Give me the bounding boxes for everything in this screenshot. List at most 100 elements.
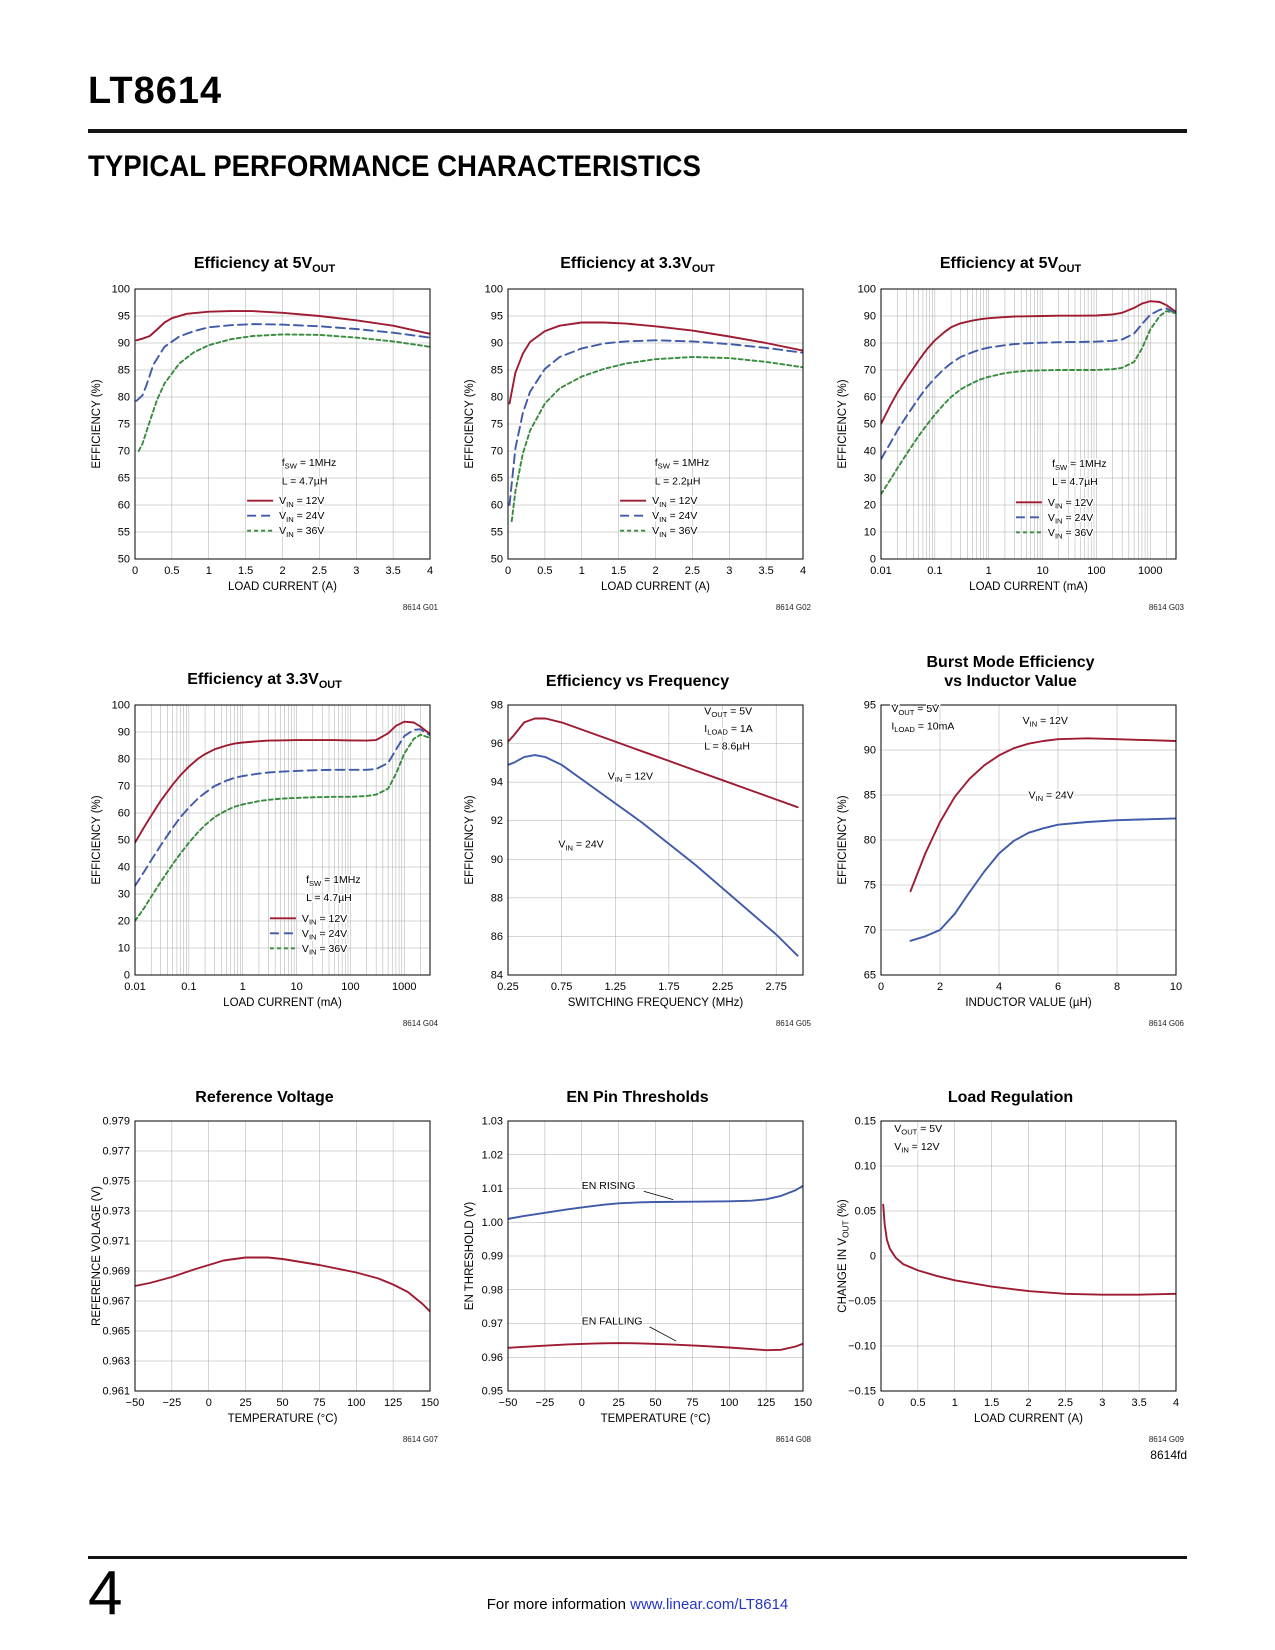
- svg-text:0.5: 0.5: [537, 565, 552, 577]
- svg-text:L = 8.6µH: L = 8.6µH: [704, 740, 750, 752]
- y-axis-label: REFERENCE VOLAGE (V): [91, 1186, 103, 1326]
- svg-text:3: 3: [726, 565, 732, 577]
- x-axis-label: LOAD CURRENT (A): [974, 1413, 1083, 1425]
- chart-title-G07: Reference Voltage: [195, 1089, 334, 1107]
- svg-text:VIN = 36V: VIN = 36V: [652, 525, 697, 539]
- charts-grid: Efficiency at 5VOUT 0 0.5 1 1.5 2 2.5 3 3.5 4 50 55…: [85, 230, 1190, 1452]
- svg-text:0: 0: [206, 1397, 212, 1409]
- svg-text:80: 80: [864, 338, 876, 350]
- svg-text:ILOAD = 1A: ILOAD = 1A: [704, 723, 752, 737]
- svg-text:98: 98: [491, 700, 503, 712]
- svg-text:EN FALLING: EN FALLING: [582, 1316, 643, 1328]
- svg-text:0.10: 0.10: [855, 1161, 876, 1173]
- chart-plot-G02: 0 0.5 1 1.5 2 2.5 3 3.5 4 50 55 60 65 70 75 80 85 90 95 100…: [464, 284, 812, 613]
- svg-text:0.977: 0.977: [102, 1146, 130, 1158]
- svg-text:0: 0: [579, 1397, 585, 1409]
- svg-text:1: 1: [240, 981, 246, 993]
- svg-text:40: 40: [118, 862, 130, 874]
- svg-text:1.01: 1.01: [482, 1183, 503, 1195]
- x-axis-label: LOAD CURRENT (A): [601, 581, 710, 593]
- svg-text:96: 96: [491, 738, 503, 750]
- svg-text:1.02: 1.02: [482, 1149, 503, 1161]
- svg-text:75: 75: [491, 419, 503, 431]
- svg-text:125: 125: [384, 1397, 402, 1409]
- svg-text:0.25: 0.25: [497, 981, 518, 993]
- svg-text:2.75: 2.75: [765, 981, 786, 993]
- x-axis-label: LOAD CURRENT (mA): [969, 581, 1088, 593]
- svg-text:2: 2: [279, 565, 285, 577]
- y-axis-label: EFFICIENCY (%): [837, 379, 849, 468]
- svg-text:100: 100: [112, 284, 130, 296]
- svg-text:0.01: 0.01: [124, 981, 145, 993]
- svg-text:0.98: 0.98: [482, 1284, 503, 1296]
- svg-text:60: 60: [118, 500, 130, 512]
- svg-text:3.5: 3.5: [1131, 1397, 1146, 1409]
- svg-text:85: 85: [864, 790, 876, 802]
- chart-plot-G04: 0.01 0.1 1 10 100 1000 0 10 20 30 40 50 60 70 80 90 100 L…: [91, 700, 439, 1029]
- svg-text:125: 125: [757, 1397, 775, 1409]
- y-axis-label: EFFICIENCY (%): [91, 379, 103, 468]
- footer-info-text: For more information: [486, 1596, 631, 1613]
- svg-text:0.965: 0.965: [102, 1326, 130, 1338]
- svg-text:1.25: 1.25: [605, 981, 626, 993]
- header-rule: [88, 129, 1187, 133]
- svg-text:2.5: 2.5: [312, 565, 327, 577]
- svg-text:100: 100: [1087, 565, 1105, 577]
- svg-text:80: 80: [864, 835, 876, 847]
- svg-text:4: 4: [1173, 1397, 1179, 1409]
- svg-text:VIN = 36V: VIN = 36V: [1048, 527, 1093, 541]
- x-axis-label: LOAD CURRENT (mA): [223, 997, 342, 1009]
- svg-text:50: 50: [649, 1397, 661, 1409]
- svg-text:70: 70: [491, 446, 503, 458]
- svg-text:65: 65: [864, 970, 876, 982]
- chart-title-G08: EN Pin Thresholds: [566, 1089, 709, 1107]
- svg-text:92: 92: [491, 815, 503, 827]
- svg-text:150: 150: [794, 1397, 812, 1409]
- chart-cell-G08: EN Pin Thresholds −50 −25 0 25 50 75 100 125 150 0…: [460, 1062, 815, 1452]
- svg-text:50: 50: [118, 835, 130, 847]
- svg-text:4: 4: [800, 565, 806, 577]
- svg-text:L = 4.7µH: L = 4.7µH: [306, 892, 352, 904]
- svg-text:−0.10: −0.10: [848, 1341, 876, 1353]
- svg-text:50: 50: [118, 554, 130, 566]
- svg-text:75: 75: [313, 1397, 325, 1409]
- svg-text:0.97: 0.97: [482, 1318, 503, 1330]
- svg-text:1.00: 1.00: [482, 1217, 503, 1229]
- svg-text:2: 2: [1025, 1397, 1031, 1409]
- svg-text:0.971: 0.971: [102, 1236, 130, 1248]
- chart-cell-G05: Efficiency vs Frequency 0.25 0.75 1.25 1.75 2…: [460, 646, 815, 1036]
- svg-text:1.03: 1.03: [482, 1116, 503, 1128]
- chart-plot-G09: 0 0.5 1 1.5 2 2.5 3 3.5 4 −0.15 −0.10 −0.05 0 0.05 0.1…: [837, 1116, 1185, 1445]
- chart-plot-G06: 0 2 4 6 8 10 65 70 75 80 85 90 95 INDUCTOR VALUE (µH)…: [837, 700, 1185, 1029]
- chart-cell-G03: Efficiency at 5VOUT 0.01 0.1 1 10 100 1000 0 10 2…: [833, 230, 1188, 620]
- svg-text:60: 60: [864, 392, 876, 404]
- svg-text:50: 50: [276, 1397, 288, 1409]
- svg-text:1: 1: [986, 565, 992, 577]
- svg-text:90: 90: [118, 727, 130, 739]
- svg-text:80: 80: [118, 392, 130, 404]
- svg-text:1000: 1000: [1138, 565, 1162, 577]
- chart-cell-G09: Load Regulation 0 0.5 1 1.5 2 2.5 3 3.5 4 −0.15 −0.…: [833, 1062, 1188, 1452]
- y-axis-label: CHANGE IN VOUT (%): [837, 1199, 851, 1313]
- svg-text:3.5: 3.5: [758, 565, 773, 577]
- svg-text:65: 65: [491, 473, 503, 485]
- svg-text:8: 8: [1114, 981, 1120, 993]
- svg-text:88: 88: [491, 892, 503, 904]
- footer-link[interactable]: www.linear.com/LT8614: [630, 1596, 789, 1613]
- doc-code: 8614fd: [1150, 1448, 1187, 1462]
- svg-text:0.15: 0.15: [855, 1116, 876, 1128]
- svg-text:VOUT = 5V: VOUT = 5V: [894, 1123, 942, 1137]
- svg-text:94: 94: [491, 777, 503, 789]
- chart-title-G05: Efficiency vs Frequency: [545, 673, 730, 691]
- svg-text:1000: 1000: [392, 981, 416, 993]
- svg-text:100: 100: [347, 1397, 365, 1409]
- svg-text:95: 95: [118, 311, 130, 323]
- svg-text:50: 50: [491, 554, 503, 566]
- svg-text:10: 10: [864, 527, 876, 539]
- svg-text:100: 100: [485, 284, 503, 296]
- svg-text:70: 70: [864, 925, 876, 937]
- svg-text:55: 55: [491, 527, 503, 539]
- svg-text:VOUT = 5V: VOUT = 5V: [704, 706, 752, 720]
- svg-text:fSW = 1MHz: fSW = 1MHz: [1052, 458, 1107, 472]
- x-axis-label: INDUCTOR VALUE (µH): [965, 997, 1091, 1009]
